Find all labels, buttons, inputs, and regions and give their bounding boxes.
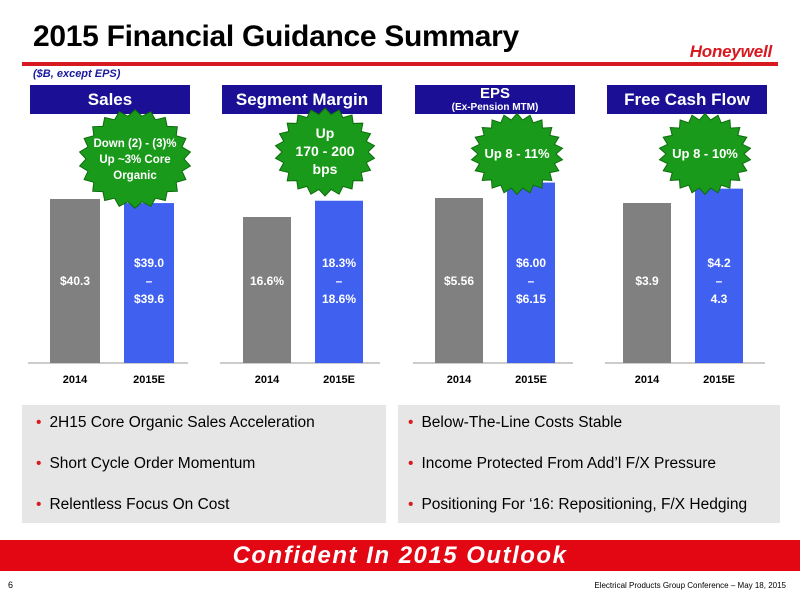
header-free-cash-flow-label: Free Cash Flow <box>624 90 750 109</box>
category-label: 2015E <box>323 374 355 386</box>
callout-starburst <box>274 107 376 197</box>
bullet-item: • Relentless Focus On Cost <box>36 496 230 513</box>
callout-text: Up 8 - 10% <box>672 146 738 161</box>
callout-starburst <box>470 112 564 196</box>
slide-title: 2015 Financial Guidance Summary <box>33 20 519 53</box>
bullet-text: Positioning For ‘16: Repositioning, F/X … <box>421 496 748 513</box>
page-number: 6 <box>8 580 14 590</box>
title-divider <box>22 62 778 66</box>
bar-2014-value-label: 16.6% <box>250 274 284 288</box>
honeywell-logo: Honeywell <box>689 42 772 61</box>
bullet-item: • Income Protected From Add’l F/X Pressur… <box>408 455 717 472</box>
bar-2015e-value-label: $39.0– $39.6 <box>134 256 164 306</box>
bar-2014-value-label: $3.9 <box>635 274 659 288</box>
category-label: 2014 <box>63 374 88 386</box>
callout-text: Up 8 - 11% <box>484 146 549 161</box>
bullet-item: • Below-The-Line Costs Stable <box>408 414 623 431</box>
header-eps-sublabel: (Ex-Pension MTM) <box>451 102 539 113</box>
bullets-right-panel: • Below-The-Line Costs Stable • Income Pro… <box>398 405 780 523</box>
bar-2015e-value-label: 18.3% –18.6% <box>322 256 356 306</box>
guidance-charts: $40.3 2014 $39.0– $39.6 2015E Down (2) - (3)%… <box>28 107 765 386</box>
bullet-text: Short Cycle Order Momentum <box>49 455 256 472</box>
bullet-item: • Positioning For ‘16: Repositioning, F/X… <box>408 496 748 513</box>
bar-2015e <box>507 182 555 363</box>
bar-2014 <box>243 217 291 363</box>
category-label: 2015E <box>703 374 735 386</box>
category-label: 2014 <box>635 374 660 386</box>
header-free-cash-flow: Free Cash Flow <box>607 85 767 114</box>
header-segment-margin: Segment Margin <box>222 85 382 114</box>
header-segment-margin-label: Segment Margin <box>235 90 369 109</box>
bar-2014-value-label: $40.3 <box>60 274 90 288</box>
category-label: 2014 <box>255 374 280 386</box>
category-label: 2014 <box>447 374 472 386</box>
bar-2015e <box>315 200 363 363</box>
outlook-banner: Confident In 2015 Outlook <box>0 540 800 571</box>
header-sales-label: Sales <box>87 90 133 109</box>
callout-starburst <box>658 112 752 196</box>
bar-2014-value-label: $5.56 <box>444 274 474 288</box>
bullet-text: Below-The-Line Costs Stable <box>421 414 623 431</box>
callout-starburst <box>78 109 192 209</box>
bullets-left-panel: • 2H15 Core Organic Sales Acceleration • S… <box>22 405 386 523</box>
callout-text: Up 170 - 200 bps <box>295 125 354 177</box>
header-eps-label: EPS <box>479 85 510 102</box>
bar-2015e-value-label: $4.2–4.3 <box>707 256 731 306</box>
bar-2014 <box>623 203 671 363</box>
bullet-item: • 2H15 Core Organic Sales Acceleration <box>36 414 315 431</box>
bullet-text: Relentless Focus On Cost <box>49 496 230 513</box>
bar-2014 <box>50 199 100 363</box>
callout-text: Down (2) - (3)% Up ~3% Core Organic <box>93 138 176 182</box>
bar-2014 <box>435 198 483 363</box>
bar-2015e-value-label: $6.00– $6.15 <box>516 256 546 306</box>
category-label: 2015E <box>515 374 547 386</box>
bar-2015e <box>695 188 743 363</box>
bullet-text: Income Protected From Add’l F/X Pressure <box>421 455 717 472</box>
header-eps: EPS (Ex-Pension MTM) <box>415 85 575 114</box>
header-sales: Sales <box>30 85 190 114</box>
bullet-text: 2H15 Core Organic Sales Acceleration <box>49 414 315 431</box>
bullet-item: • Short Cycle Order Momentum <box>36 455 256 472</box>
bar-2015e <box>124 203 174 363</box>
footer-text: Electrical Products Group Conference – M… <box>594 581 786 590</box>
units-note: ($B, except EPS) <box>33 68 121 80</box>
category-label: 2015E <box>133 374 165 386</box>
